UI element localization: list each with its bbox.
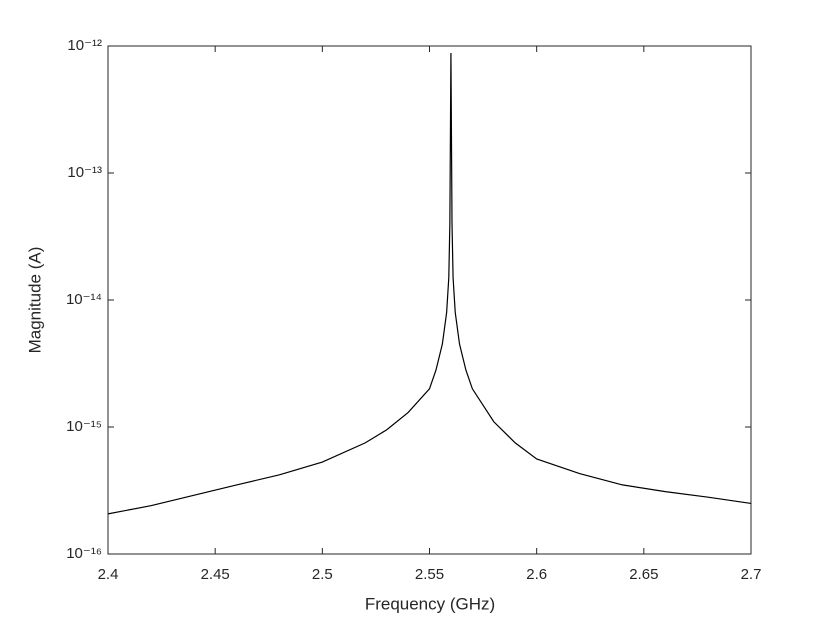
x-tick-label: 2.45	[201, 566, 230, 583]
y-tick-label: 10⁻¹²	[67, 37, 102, 54]
x-tick-label: 2.6	[526, 566, 547, 583]
y-tick-label: 10⁻¹³	[67, 164, 102, 181]
x-tick-label: 2.7	[741, 566, 762, 583]
x-tick-label: 2.5	[312, 566, 333, 583]
x-tick-label: 2.65	[629, 566, 658, 583]
plot-box	[107, 45, 752, 555]
x-tick-label: 2.4	[98, 566, 119, 583]
line-series	[107, 53, 752, 515]
x-axis-label: Frequency (GHz)	[365, 594, 495, 613]
y-axis-label: Magnitude (A)	[25, 247, 44, 354]
x-tick-label: 2.55	[415, 566, 444, 583]
y-tick-label: 10⁻¹⁵	[66, 418, 102, 435]
y-tick-label: 10⁻¹⁶	[66, 545, 102, 562]
y-tick-label: 10⁻¹⁴	[66, 291, 102, 308]
